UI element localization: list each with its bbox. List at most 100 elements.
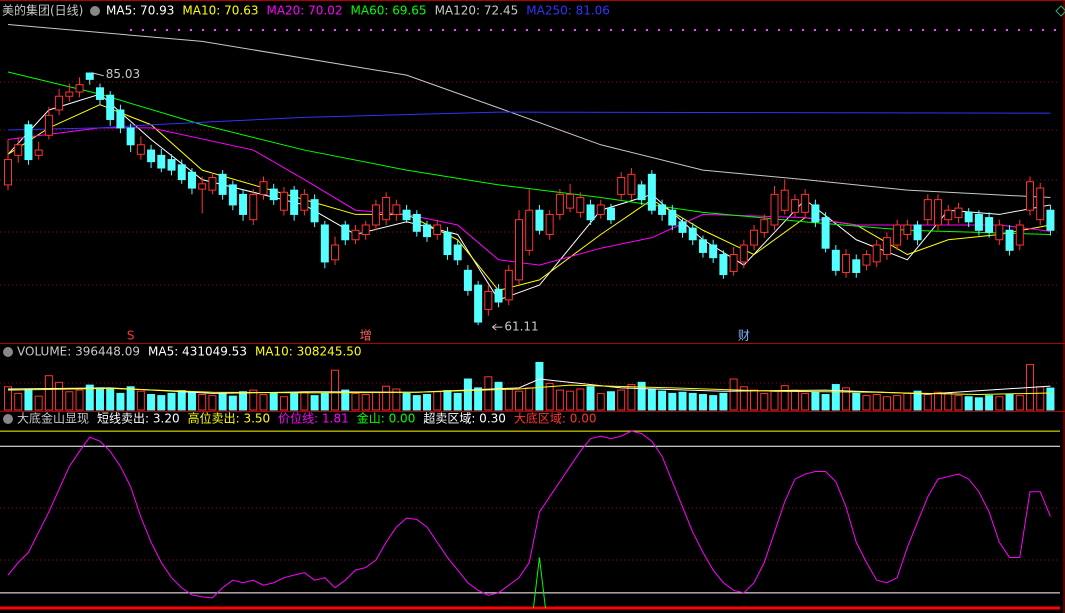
- candle-body: [525, 209, 534, 251]
- volume-bar: [985, 395, 994, 411]
- legend-entry: 短线卖出: 3.20: [97, 412, 180, 426]
- candle-body: [995, 224, 1004, 241]
- candle-body: [331, 244, 340, 261]
- volume-bar: [545, 382, 554, 411]
- candle-body: [760, 219, 769, 233]
- volume-bar: [515, 390, 523, 411]
- candle-body: [361, 224, 370, 235]
- volume-bar: [147, 394, 156, 411]
- candle-body: [300, 193, 309, 211]
- candle-body: [831, 249, 840, 271]
- candle-body: [392, 204, 401, 215]
- candle-body: [351, 229, 360, 241]
- volume-bar: [658, 390, 667, 411]
- volume-bar: [596, 392, 605, 411]
- candle-body: [147, 149, 156, 163]
- candle-body: [433, 224, 442, 235]
- volume-bar: [228, 395, 237, 411]
- candle-body: [637, 184, 646, 201]
- volume-bar: [555, 389, 564, 411]
- volume-bar: [1005, 394, 1014, 411]
- candle-body: [75, 84, 84, 93]
- low-label: 61.11: [504, 320, 538, 334]
- candle-body: [811, 204, 820, 223]
- volume-bar: [24, 388, 33, 411]
- volume-bar: [392, 388, 401, 411]
- high-label: 85.03: [106, 67, 140, 81]
- settings-icon[interactable]: [90, 6, 100, 16]
- candle-body: [985, 217, 994, 233]
- candle-body: [882, 237, 891, 256]
- volume-bar: [637, 381, 646, 411]
- candle-body: [1046, 209, 1055, 231]
- legend-entry: VOLUME: 396448.09: [17, 345, 140, 359]
- event-marker: 增: [360, 329, 372, 343]
- volume-bar: [208, 395, 217, 411]
- candle-body: [1036, 187, 1045, 221]
- candle-body: [259, 181, 268, 195]
- candle-body: [14, 144, 23, 156]
- candle-body: [494, 288, 503, 303]
- volume-bar: [852, 392, 861, 411]
- volume-bar: [750, 389, 759, 411]
- settings-icon[interactable]: [3, 347, 13, 357]
- candle-body: [729, 254, 738, 272]
- volume-bar: [872, 394, 881, 411]
- settings-icon[interactable]: [3, 414, 13, 424]
- volume-bar: [566, 390, 575, 411]
- volume-bar: [821, 394, 830, 411]
- candle-body: [944, 209, 953, 221]
- volume-bar: [525, 387, 534, 411]
- candle-body: [167, 159, 176, 171]
- candle-body: [443, 231, 452, 256]
- legend-entry: MA10: 308245.50: [255, 345, 362, 359]
- volume-bar: [341, 389, 350, 411]
- candle-body: [934, 199, 943, 226]
- candle-body: [903, 224, 912, 235]
- volume-bar: [606, 391, 615, 411]
- candle-body: [157, 154, 166, 169]
- candle-body: [790, 199, 799, 213]
- volume-bar: [167, 392, 176, 411]
- volume-bar: [361, 394, 370, 411]
- candle-body: [852, 259, 861, 273]
- candle-body: [566, 193, 575, 209]
- volume-bar: [453, 392, 462, 411]
- volume-bar: [85, 384, 94, 411]
- volume-bar: [382, 385, 391, 411]
- candle-body: [535, 209, 544, 231]
- candle-body: [85, 72, 94, 80]
- candle-body: [371, 204, 380, 226]
- volume-bar: [412, 395, 421, 411]
- volume-bar: [964, 396, 973, 411]
- volume-bar: [126, 386, 135, 411]
- candle-body: [320, 224, 329, 263]
- candle-body: [239, 193, 248, 215]
- volume-bar: [157, 395, 166, 411]
- legend-entry: MA60: 69.65: [351, 4, 427, 18]
- chart-title: 大底金山显现: [17, 411, 89, 426]
- volume-bar: [484, 376, 493, 411]
- candle-body: [106, 94, 115, 120]
- volume-bar: [65, 391, 74, 411]
- candle-body: [770, 193, 779, 226]
- candle-body: [126, 127, 135, 146]
- candle-body: [453, 244, 462, 261]
- candle-body: [719, 254, 728, 276]
- volume-bar: [116, 392, 125, 411]
- volume-bar: [290, 392, 299, 411]
- volume-bar: [1046, 387, 1055, 411]
- volume-bar: [586, 386, 595, 411]
- volume-bar: [893, 395, 902, 411]
- volume-bar: [944, 392, 953, 411]
- volume-bar: [535, 361, 544, 411]
- candle-body: [95, 87, 104, 100]
- scroll-icon[interactable]: [1055, 5, 1065, 17]
- candle-body: [1005, 229, 1014, 251]
- volume-bar: [269, 392, 278, 411]
- candle-body: [545, 213, 554, 235]
- volume-bar: [913, 390, 922, 411]
- legend-entry: MA5: 431049.53: [148, 345, 247, 359]
